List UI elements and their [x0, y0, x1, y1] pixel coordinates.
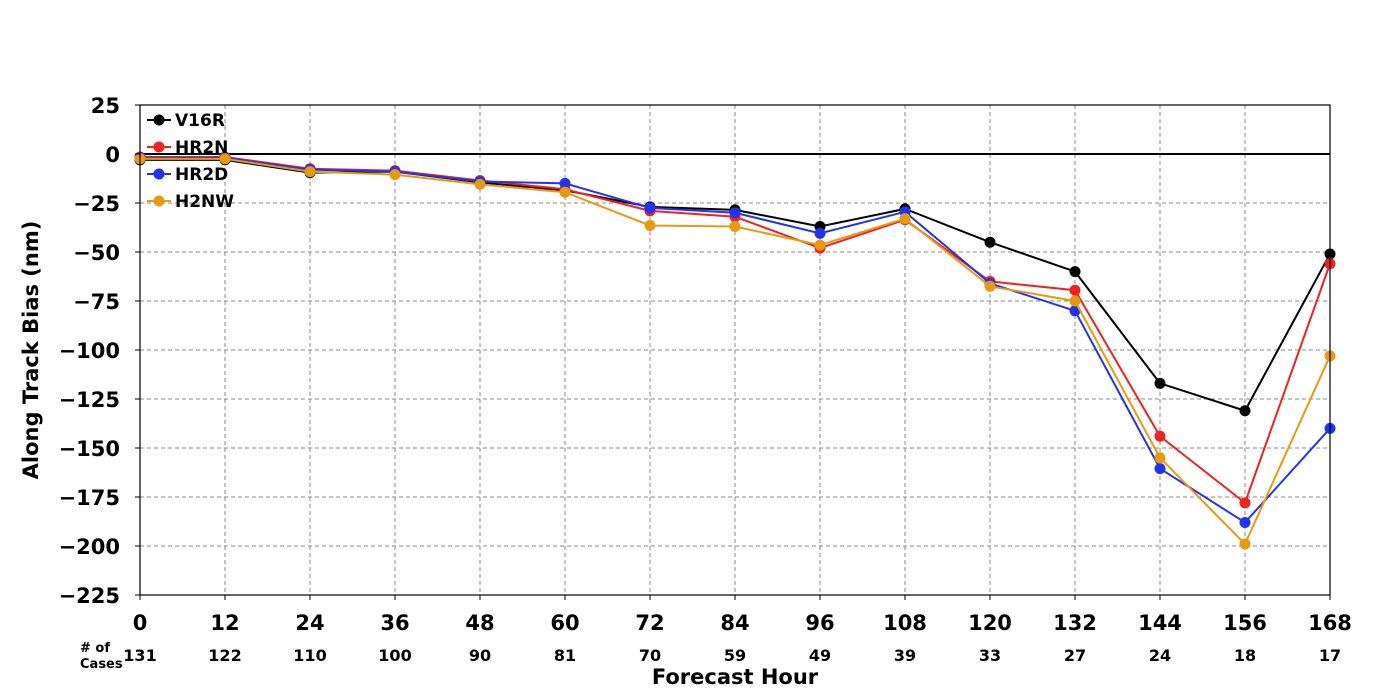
case-count: 27 — [1064, 646, 1086, 665]
x-tick-label: 0 — [133, 611, 148, 635]
x-tick-label: 84 — [720, 611, 749, 635]
case-count: 122 — [208, 646, 241, 665]
legend-marker — [153, 141, 165, 153]
x-tick-label: 96 — [805, 611, 834, 635]
data-point — [559, 177, 571, 189]
data-point — [729, 221, 741, 233]
legend-item-hr2d: HR2D — [147, 165, 228, 185]
data-point — [984, 236, 996, 248]
case-count: 110 — [293, 646, 326, 665]
data-point — [814, 227, 826, 239]
data-point — [1239, 538, 1251, 550]
case-count: 100 — [378, 646, 411, 665]
legend-label: V16R — [175, 111, 225, 131]
data-point — [1239, 405, 1251, 417]
x-tick-label: 24 — [295, 611, 324, 635]
legend-marker — [153, 114, 165, 126]
x-tick-label: 156 — [1223, 611, 1267, 635]
legend-label: HR2D — [175, 165, 228, 185]
data-point — [1069, 295, 1081, 307]
case-count: 90 — [469, 646, 491, 665]
x-tick-label: 36 — [380, 611, 409, 635]
y-tick-label: −225 — [59, 584, 120, 608]
case-count: 81 — [554, 646, 576, 665]
y-tick-label: −125 — [59, 388, 120, 412]
cases-label-line2: Cases — [80, 657, 123, 672]
data-point — [1154, 452, 1166, 464]
series-layer — [134, 151, 1336, 550]
legend-item-v16r: V16R — [147, 111, 225, 131]
case-count: 24 — [1149, 646, 1171, 665]
y-tick-label: 0 — [105, 143, 120, 167]
data-point — [1154, 463, 1166, 475]
legend: V16R HR2N HR2D H2NW — [147, 111, 234, 212]
series-h2nw — [134, 153, 1336, 550]
x-tick-label: 132 — [1053, 611, 1097, 635]
data-point — [1239, 516, 1251, 528]
x-axis-label: Forecast Hour — [652, 665, 819, 689]
x-tick-label: 72 — [635, 611, 664, 635]
data-point — [644, 220, 656, 232]
case-count: 49 — [809, 646, 831, 665]
case-count: 131 — [123, 646, 156, 665]
data-point — [219, 153, 231, 165]
grid-lines — [140, 105, 1330, 595]
data-point — [899, 213, 911, 225]
x-tick-label: 60 — [550, 611, 579, 635]
x-tick-label: 120 — [968, 611, 1012, 635]
legend-marker — [153, 168, 165, 180]
y-tick-label: −150 — [59, 437, 120, 461]
legend-item-h2nw: H2NW — [147, 192, 234, 212]
y-tick-label: −75 — [73, 290, 120, 314]
data-point — [389, 169, 401, 181]
case-count: 59 — [724, 646, 746, 665]
x-tick-label: 12 — [210, 611, 239, 635]
case-count: 39 — [894, 646, 916, 665]
case-count: 18 — [1234, 646, 1256, 665]
y-tick-label: −200 — [59, 535, 120, 559]
data-point — [814, 239, 826, 251]
data-point — [1239, 497, 1251, 509]
y-tick-label: 25 — [91, 94, 120, 118]
y-tick-label: −175 — [59, 486, 120, 510]
x-tick-label: 168 — [1308, 611, 1352, 635]
case-count: 70 — [639, 646, 661, 665]
data-point — [984, 280, 996, 292]
data-point — [559, 186, 571, 198]
legend-item-hr2n: HR2N — [147, 138, 228, 158]
data-point — [474, 178, 486, 190]
legend-label: HR2N — [175, 138, 228, 158]
case-count-labels: 131 122 110 100 90 81 70 59 49 39 33 27 24 18 17 — [123, 646, 1341, 665]
x-tick-label: 108 — [883, 611, 927, 635]
x-tick-label: 48 — [465, 611, 494, 635]
data-point — [644, 202, 656, 214]
data-point — [1069, 284, 1081, 296]
data-point — [1069, 266, 1081, 278]
data-point — [1154, 430, 1166, 442]
y-tick-label: −25 — [73, 192, 120, 216]
y-tick-label: −100 — [59, 339, 120, 363]
x-tick-labels: 0 12 24 36 48 60 72 84 96 108 120 132 144 156 168 — [133, 595, 1352, 635]
data-point — [729, 207, 741, 219]
data-point — [1154, 377, 1166, 389]
cases-label-line1: # of — [80, 641, 110, 656]
legend-label: H2NW — [175, 192, 234, 212]
case-count: 33 — [979, 646, 1001, 665]
legend-marker — [153, 195, 165, 207]
data-point — [304, 166, 316, 178]
x-tick-label: 144 — [1138, 611, 1182, 635]
y-axis-label: Along Track Bias (nm) — [19, 221, 43, 480]
y-tick-labels: 25 0 −25 −50 −75 −100 −125 −150 −175 −200 −225 — [59, 94, 140, 608]
case-count: 17 — [1319, 646, 1341, 665]
y-tick-label: −50 — [73, 241, 120, 265]
